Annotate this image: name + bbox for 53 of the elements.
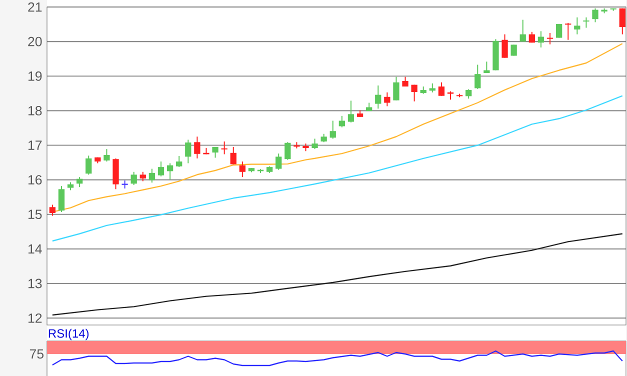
- candlestick: [538, 30, 544, 48]
- y-tick-label: 17: [28, 140, 42, 150]
- candlestick: [176, 155, 182, 168]
- candlestick: [556, 23, 562, 38]
- y-tick-label: 13: [28, 278, 42, 288]
- candlestick: [466, 88, 472, 100]
- candlestick: [592, 8, 598, 23]
- candlestick: [104, 148, 110, 162]
- candlestick: [438, 82, 445, 96]
- candlestick: [312, 138, 318, 150]
- candlestick: [583, 16, 590, 28]
- y-tick-label: 18: [28, 106, 42, 116]
- candlestick: [158, 161, 164, 177]
- candlestick: [76, 176, 83, 188]
- candlestick: [565, 22, 572, 40]
- candlestick: [130, 171, 137, 186]
- line-series: [52, 233, 623, 316]
- candlestick: [338, 115, 346, 128]
- line-series: [52, 95, 623, 242]
- candlestick: [393, 76, 400, 101]
- candlestick: [148, 168, 156, 184]
- candlestick: [384, 92, 390, 107]
- candlestick: [239, 161, 246, 178]
- candlestick: [230, 146, 236, 165]
- candlestick: [619, 8, 626, 35]
- candlestick: [276, 153, 282, 170]
- candlestick: [49, 204, 56, 216]
- y-tick-label: 12: [28, 313, 42, 323]
- candlestick: [86, 155, 92, 176]
- candlestick: [520, 19, 526, 42]
- y-tick-label: 21: [28, 2, 42, 12]
- candlestick: [221, 140, 228, 155]
- candlestick: [330, 120, 336, 140]
- candlestick: [502, 34, 508, 58]
- y-tick-label: 15: [28, 210, 42, 220]
- y-tick-label: 16: [28, 175, 42, 185]
- candlestick: [284, 142, 291, 160]
- candlestick: [194, 136, 200, 159]
- y-tick-label: 14: [28, 244, 42, 254]
- candlestick: [58, 186, 65, 212]
- candlestick: [140, 171, 146, 182]
- candlestick: [348, 100, 354, 123]
- candlestick: [411, 84, 418, 102]
- chart-title: RSI(14): [48, 328, 89, 340]
- candlestick: [574, 16, 580, 35]
- candlestick: [474, 64, 481, 90]
- candlestick: [166, 162, 174, 180]
- y-tick-label: 20: [28, 36, 42, 46]
- candlestick: [375, 84, 382, 110]
- candlestick: [185, 139, 192, 164]
- y-tick-label: 19: [28, 71, 42, 81]
- candlestick: [546, 32, 554, 45]
- text: 75: [30, 349, 44, 359]
